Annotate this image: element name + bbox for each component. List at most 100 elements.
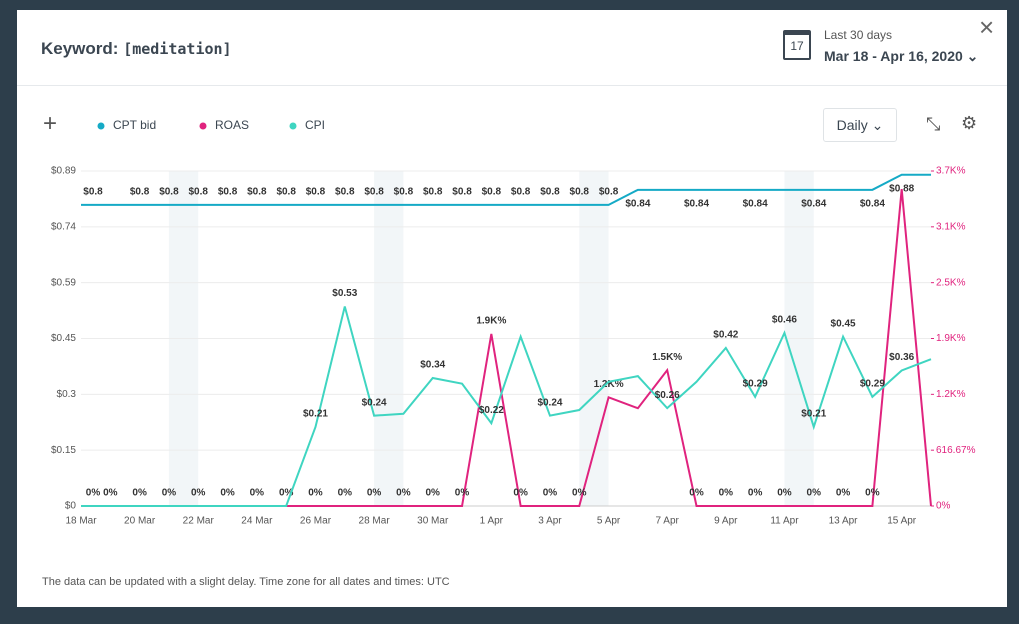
x-tick-label: 5 Apr — [597, 516, 621, 527]
data-label: $0.84 — [860, 198, 885, 209]
x-tick-label: 3 Apr — [538, 516, 562, 527]
data-label: $0.34 — [420, 360, 445, 371]
legend-dot — [97, 122, 105, 130]
legend-label: ROAS — [215, 118, 249, 132]
x-tick-label: 28 Mar — [359, 516, 391, 527]
close-button[interactable]: × — [979, 12, 995, 42]
data-label: $0.84 — [743, 198, 768, 209]
interval-dropdown[interactable]: Daily ⌄ — [823, 108, 897, 142]
data-label: 0% — [250, 488, 265, 499]
data-label: $0.24 — [362, 397, 387, 408]
data-label: 0% — [719, 488, 734, 499]
data-label: $0.8 — [423, 187, 443, 198]
data-label: $0.53 — [332, 288, 357, 299]
data-label: 0% — [455, 488, 470, 499]
x-tick-label: 20 Mar — [124, 516, 156, 527]
y2-tick-label: 0% — [936, 501, 951, 512]
y2-tick-label: 616.67% — [936, 445, 976, 456]
data-label: $0.8 — [276, 187, 296, 198]
data-label: 0% — [836, 488, 851, 499]
data-label: $0.8 — [218, 187, 238, 198]
data-label: $0.84 — [625, 198, 650, 209]
data-label: 0% — [86, 488, 101, 499]
data-label: $0.8 — [599, 187, 619, 198]
data-label: $0.8 — [159, 187, 179, 198]
data-label: $0.8 — [540, 187, 560, 198]
data-label: 1.9K% — [476, 316, 506, 327]
y-tick-label: $0.89 — [51, 166, 76, 177]
data-label: $0.84 — [801, 198, 826, 209]
data-label: 0% — [748, 488, 763, 499]
y2-tick-label: 3.1K% — [936, 221, 966, 232]
legend-dot — [289, 122, 297, 130]
data-label: $0.8 — [247, 187, 267, 198]
data-label: $0.8 — [364, 187, 384, 198]
x-tick-label: 24 Mar — [241, 516, 273, 527]
data-label: $0.8 — [83, 187, 103, 198]
data-label: 1.2K% — [594, 379, 624, 390]
keyword: [meditation] — [123, 40, 232, 58]
footer-note: The data can be updated with a slight de… — [42, 576, 450, 588]
add-button[interactable]: + — [43, 110, 58, 137]
data-label: 0% — [279, 488, 294, 499]
x-tick-label: 30 Mar — [417, 516, 449, 527]
data-label: 0% — [162, 488, 177, 499]
calendar-icon[interactable]: 17 — [783, 30, 811, 60]
data-label: $0.46 — [772, 314, 797, 325]
data-label: $0.21 — [801, 409, 826, 420]
y-tick-label: $0.15 — [51, 445, 76, 456]
data-label: $0.26 — [655, 390, 680, 401]
interval-text: Daily — [836, 117, 868, 133]
data-label: 0% — [807, 488, 822, 499]
data-label: $0.8 — [394, 187, 414, 198]
data-label: $0.8 — [189, 187, 209, 198]
y-tick-label: $0.3 — [57, 389, 77, 400]
data-label: $0.8 — [130, 187, 150, 198]
data-label: $0.29 — [743, 378, 768, 389]
x-tick-label: 1 Apr — [480, 516, 504, 527]
data-label: $0.45 — [831, 318, 856, 329]
data-label: $0.21 — [303, 409, 328, 420]
data-label: 0% — [396, 488, 411, 499]
data-label: $0.8 — [452, 187, 472, 198]
data-label: $0.8 — [306, 187, 326, 198]
y2-tick-label: 3.7K% — [936, 166, 966, 177]
collapse-icon[interactable]: ⤡ — [926, 114, 941, 134]
data-label: $0.42 — [713, 330, 738, 341]
data-label: 0% — [513, 488, 528, 499]
data-label: $0.8 — [570, 187, 590, 198]
x-tick-label: 26 Mar — [300, 516, 332, 527]
y-tick-label: $0.45 — [51, 333, 76, 344]
settings-icon[interactable]: ⚙ — [961, 113, 978, 133]
y-tick-label: $0.59 — [51, 277, 76, 288]
x-tick-label: 9 Apr — [714, 516, 738, 527]
y2-tick-label: 1.9K% — [936, 333, 966, 344]
data-label: 0% — [865, 488, 880, 499]
date-preset: Last 30 days — [824, 28, 893, 42]
data-label: 0% — [543, 488, 558, 499]
data-label: 0% — [572, 488, 587, 499]
data-label: 0% — [689, 488, 704, 499]
series-line — [81, 306, 932, 507]
data-label: $0.88 — [889, 183, 914, 194]
data-label: 0% — [777, 488, 792, 499]
y2-tick-label: 2.5K% — [936, 277, 966, 288]
x-tick-label: 7 Apr — [656, 516, 680, 527]
data-label: 0% — [132, 488, 147, 499]
data-label: $0.8 — [482, 187, 502, 198]
data-label: $0.24 — [537, 397, 562, 408]
x-tick-label: 22 Mar — [183, 516, 215, 527]
data-label: 0% — [367, 488, 382, 499]
data-label: 0% — [220, 488, 235, 499]
y-tick-label: $0.74 — [51, 221, 76, 232]
date-range-text: Mar 18 - Apr 16, 2020 — [824, 48, 963, 64]
x-tick-label: 11 Apr — [770, 516, 799, 527]
title-label: Keyword: — [41, 39, 119, 58]
data-label: 0% — [191, 488, 206, 499]
series-line — [81, 173, 931, 206]
title: Keyword: [meditation] — [41, 39, 232, 59]
data-label: $0.22 — [479, 405, 504, 416]
legend-label: CPI — [305, 118, 325, 132]
date-range[interactable]: Mar 18 - Apr 16, 2020 ⌄ — [824, 48, 979, 64]
